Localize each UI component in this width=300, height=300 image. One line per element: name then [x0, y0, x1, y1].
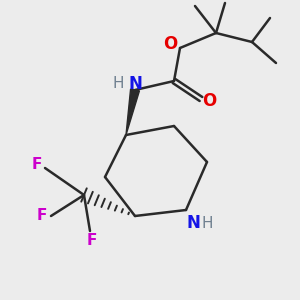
Text: F: F — [36, 208, 46, 224]
Text: O: O — [202, 92, 217, 110]
Polygon shape — [126, 89, 140, 135]
Text: F: F — [32, 157, 42, 172]
Text: F: F — [86, 233, 97, 248]
Text: N: N — [128, 75, 142, 93]
Text: H: H — [202, 216, 213, 231]
Text: N: N — [187, 214, 200, 232]
Text: O: O — [163, 35, 178, 53]
Text: H: H — [113, 76, 124, 92]
